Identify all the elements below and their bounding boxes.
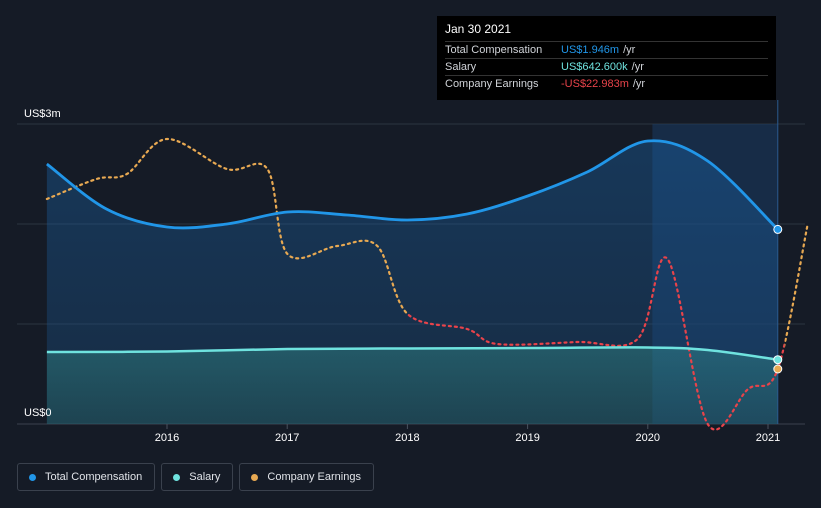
x-tick-label: 2018 bbox=[395, 432, 419, 444]
legend-label: Total Compensation bbox=[45, 471, 143, 483]
x-tick-label: 2016 bbox=[155, 432, 179, 444]
salary-area bbox=[46, 347, 778, 424]
legend-label: Salary bbox=[189, 471, 221, 483]
tooltip-row-salary: Salary US$642.600k /yr bbox=[445, 58, 768, 75]
y-tick-label: US$3m bbox=[24, 108, 61, 120]
legend-item-salary[interactable]: Salary bbox=[161, 463, 234, 491]
tooltip-label: Company Earnings bbox=[445, 78, 539, 90]
tooltip: Jan 30 2021 Total Compensation US$1.946m… bbox=[437, 16, 776, 100]
x-tick-label: 2019 bbox=[515, 432, 539, 444]
x-tick-label: 2021 bbox=[756, 432, 780, 444]
tooltip-row-total: Total Compensation US$1.946m /yr bbox=[445, 41, 768, 58]
legend-item-total-compensation[interactable]: Total Compensation bbox=[17, 463, 156, 491]
legend-label: Company Earnings bbox=[267, 471, 361, 483]
tooltip-unit: /yr bbox=[623, 44, 636, 56]
legend-item-company-earnings[interactable]: Company Earnings bbox=[239, 463, 374, 491]
y-tick-label: US$0 bbox=[24, 407, 52, 419]
legend: Total Compensation Salary Company Earnin… bbox=[17, 463, 374, 491]
x-tick-label: 2020 bbox=[636, 432, 660, 444]
total-compensation-marker bbox=[773, 224, 783, 234]
tooltip-date: Jan 30 2021 bbox=[445, 22, 512, 36]
salary-marker bbox=[773, 355, 783, 365]
company-earnings-negative-line bbox=[407, 256, 785, 431]
company-earnings-line bbox=[45, 137, 408, 316]
tooltip-value: US$1.946m bbox=[561, 44, 620, 56]
legend-dot-icon bbox=[173, 473, 181, 481]
legend-dot-icon bbox=[29, 473, 36, 481]
total-compensation-line bbox=[46, 139, 779, 231]
tooltip-unit: /yr bbox=[632, 78, 646, 90]
tooltip-value: US$642.600k bbox=[561, 61, 628, 73]
tooltip-label: Salary bbox=[445, 61, 477, 73]
legend-dot-icon bbox=[251, 473, 259, 481]
tooltip-label: Total Compensation bbox=[445, 44, 543, 56]
tooltip-row-earnings: Company Earnings -US$22.983m /yr bbox=[445, 75, 768, 92]
tooltip-unit: /yr bbox=[631, 61, 644, 73]
x-tick-label: 2017 bbox=[275, 432, 299, 444]
salary-line bbox=[46, 346, 778, 361]
tooltip-value: -US$22.983m bbox=[561, 78, 629, 90]
company-earnings-marker bbox=[773, 364, 783, 374]
